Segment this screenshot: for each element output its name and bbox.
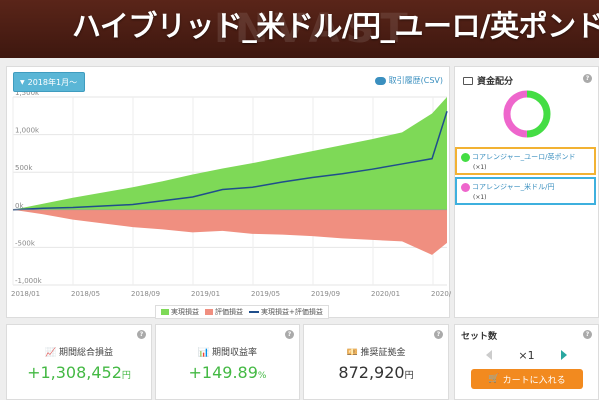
period-select-button[interactable]: ▼ 2018年1月〜	[13, 72, 85, 92]
y-tick-label: 0k	[15, 202, 24, 210]
x-tick-label: 2019/09	[311, 290, 340, 298]
quantity-value: ×1	[518, 348, 535, 362]
set-title: セット数	[461, 332, 498, 342]
x-tick-label: 2018/05	[71, 290, 100, 298]
cloud-download-icon	[374, 76, 386, 85]
help-icon[interactable]: ?	[583, 74, 592, 83]
stat-profit-rate: ? 📊 期間収益率 +149.89%	[155, 324, 300, 400]
y-tick-label: 1,500k	[15, 89, 40, 97]
set-quantity-card: セット数 ? ×1 🛒 カートに入れる	[454, 324, 599, 400]
money-icon: 💴	[346, 348, 361, 358]
caret-down-icon: ▼	[20, 78, 25, 86]
x-tick-label: 2018/09	[131, 290, 160, 298]
help-icon[interactable]: ?	[137, 330, 146, 339]
y-tick-label: -1,000k	[15, 277, 43, 285]
help-icon[interactable]: ?	[285, 330, 294, 339]
performance-chart: 1,500k 1,000k 500k 0k -500k -1,000k 2018/01 201…	[11, 89, 451, 298]
unrealized-area	[13, 209, 447, 255]
increase-icon[interactable]	[560, 350, 567, 360]
wallet-icon	[463, 76, 473, 85]
chart-legend: 実現損益 評価損益 実現損益+評価損益	[155, 305, 329, 319]
y-tick-label: 1,000k	[15, 127, 40, 135]
chart-icon: 📈	[44, 348, 60, 358]
x-tick-label: 2019/01	[191, 290, 220, 298]
csv-label: 取引履歴(CSV)	[388, 76, 443, 85]
pink-dot-icon	[461, 182, 470, 192]
y-tick-label: 500k	[15, 164, 33, 172]
stat-total-profit: ? 📈 期間総合損益 +1,308,452円	[6, 324, 152, 400]
page-title: ハイブリッド_米ドル/円_ユーロ/英ポンド	[72, 9, 599, 43]
header-banner: INVAST ハイブリッド_米ドル/円_ユーロ/英ポンド	[0, 0, 599, 58]
add-to-cart-button[interactable]: 🛒 カートに入れる	[471, 369, 583, 389]
x-tick-label: 2020/01	[371, 290, 400, 298]
allocation-title: 資金配分	[463, 74, 513, 87]
legend-unrealized: 評価損益	[205, 307, 243, 317]
x-tick-label: 2019/05	[251, 290, 280, 298]
help-icon[interactable]: ?	[583, 330, 592, 339]
performance-chart-card: 1,500k 1,000k 500k 0k -500k -1,000k 2018/01 201…	[6, 66, 451, 319]
stat-margin: ? 💴 推奨証拠金 872,920円	[303, 324, 449, 400]
total-line	[12, 111, 448, 211]
brand-watermark: INVAST	[214, 6, 414, 52]
area-chart-icon: 📊	[197, 348, 213, 358]
allocation-item-eur-gbp[interactable]: コアレンジャー_ユーロ/英ポンド (×1)	[455, 147, 596, 175]
allocation-item-usd-jpy[interactable]: コアレンジャー_米ドル/円 (×1)	[455, 177, 596, 205]
cart-icon: 🛒	[488, 374, 500, 384]
y-tick-label: -500k	[15, 239, 36, 247]
realized-area	[13, 97, 447, 210]
period-label: 2018年1月〜	[27, 77, 78, 87]
help-icon[interactable]: ?	[434, 330, 443, 339]
allocation-card: 資金配分 ? コアレンジャー_ユーロ/英ポンド (×1) コアレンジャー_米ドル…	[454, 66, 599, 318]
x-tick-label: 2018/01	[11, 290, 40, 298]
allocation-donut	[503, 90, 551, 138]
quantity-stepper: ×1	[455, 347, 598, 363]
x-tick-label: 2020/05	[431, 290, 451, 298]
legend-total: 実現損益+評価損益	[249, 307, 323, 317]
donut-slice-usd-jpy	[503, 90, 551, 138]
decrease-icon[interactable]	[486, 350, 493, 360]
csv-download-link[interactable]: 取引履歴(CSV)	[374, 75, 443, 86]
green-dot-icon	[461, 152, 470, 162]
legend-realized: 実現損益	[161, 307, 199, 317]
